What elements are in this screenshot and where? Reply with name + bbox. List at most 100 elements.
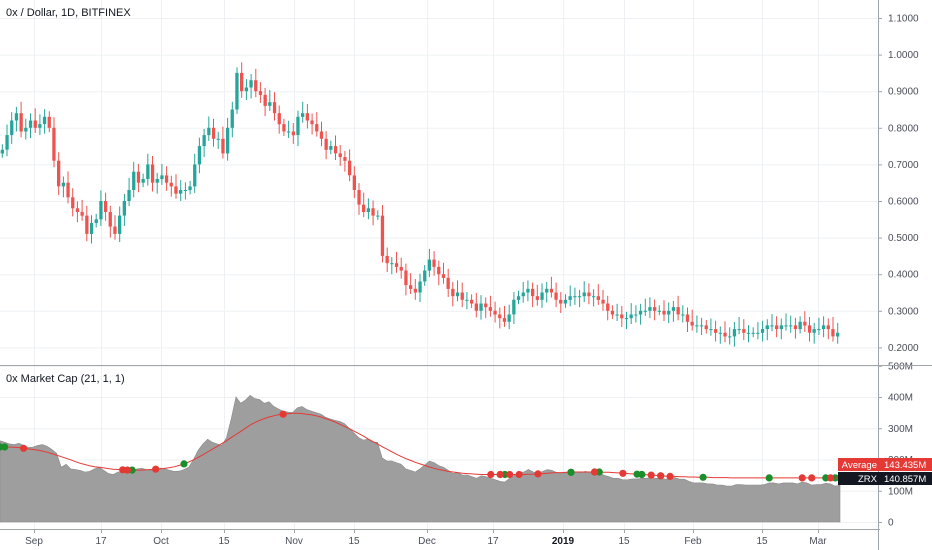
candle-body bbox=[19, 113, 23, 132]
candle-body bbox=[155, 179, 159, 183]
candle-body bbox=[319, 131, 324, 139]
candle-body bbox=[249, 80, 253, 88]
candle-body bbox=[146, 164, 150, 179]
red-signal-marker bbox=[534, 470, 542, 478]
cap-tick-label: 400M bbox=[888, 393, 913, 404]
candle-body bbox=[681, 314, 685, 316]
candle-body bbox=[624, 318, 629, 320]
candle-body bbox=[164, 175, 169, 183]
price-tick-label: 0.6000 bbox=[888, 197, 919, 208]
candle-body bbox=[333, 146, 338, 154]
candle-body bbox=[502, 318, 507, 322]
candle-body bbox=[99, 201, 103, 220]
x-tick-label: Sep bbox=[25, 536, 43, 547]
candle-body bbox=[235, 72, 239, 110]
candle-body bbox=[141, 179, 145, 183]
candle-body bbox=[28, 120, 33, 128]
candle-body bbox=[695, 325, 699, 327]
candle-body bbox=[479, 303, 483, 311]
price-tick-label: 1.1000 bbox=[888, 14, 919, 25]
candle-body bbox=[662, 310, 666, 315]
candle-body bbox=[268, 102, 272, 106]
candle-body bbox=[746, 332, 751, 334]
price-tick-label: 1.0000 bbox=[888, 50, 919, 61]
price-tick-label: 0.8000 bbox=[888, 123, 919, 134]
red-signal-marker bbox=[666, 472, 674, 480]
candle-body bbox=[324, 138, 328, 150]
candle-body bbox=[732, 329, 737, 337]
candle-body bbox=[723, 332, 727, 337]
candle-body bbox=[108, 212, 112, 227]
candle-body bbox=[423, 270, 427, 282]
badge-value: 143.435M bbox=[884, 460, 926, 471]
candle-body bbox=[582, 292, 586, 297]
red-signal-marker bbox=[657, 472, 665, 480]
candle-body bbox=[549, 288, 554, 293]
candle-body bbox=[751, 332, 755, 334]
candle-body bbox=[24, 127, 28, 132]
candle-body bbox=[42, 116, 47, 125]
candle-body bbox=[296, 116, 300, 136]
candle-body bbox=[465, 299, 469, 301]
candle-body bbox=[526, 288, 530, 293]
price-tick-label: 0.4000 bbox=[888, 270, 919, 281]
candle-body bbox=[202, 135, 206, 147]
x-tick-label: 15 bbox=[756, 536, 768, 547]
candle-body bbox=[315, 124, 319, 132]
candle-body bbox=[643, 310, 647, 312]
candle-body bbox=[52, 127, 56, 161]
candle-body bbox=[807, 325, 812, 333]
candle-body bbox=[685, 314, 690, 322]
candle-body bbox=[136, 171, 141, 183]
candle-body bbox=[615, 314, 619, 316]
red-signal-marker bbox=[123, 466, 131, 474]
candle-body bbox=[357, 190, 361, 205]
candle-body bbox=[193, 164, 197, 187]
candle-body bbox=[113, 226, 117, 234]
red-signal-marker bbox=[591, 468, 599, 476]
candle-body bbox=[197, 146, 202, 165]
candle-body bbox=[174, 186, 178, 194]
candle-body bbox=[343, 157, 347, 161]
badge-label: Average bbox=[842, 460, 877, 471]
price-tick-label: 0.9000 bbox=[888, 87, 919, 98]
candle-body bbox=[704, 325, 708, 330]
signal-marker-layer bbox=[0, 410, 844, 482]
candle-body bbox=[709, 329, 713, 331]
candle-body bbox=[775, 325, 779, 330]
red-signal-marker bbox=[20, 444, 28, 452]
candle-body bbox=[540, 292, 544, 300]
candle-body bbox=[826, 325, 830, 330]
candle-body bbox=[512, 299, 516, 315]
candle-body bbox=[577, 296, 582, 298]
candle-body bbox=[390, 263, 394, 265]
candle-body bbox=[89, 223, 94, 234]
candle-body bbox=[610, 310, 615, 315]
candle-body bbox=[282, 124, 286, 132]
candle-body bbox=[66, 182, 70, 198]
candle-body bbox=[653, 307, 657, 311]
candle-body bbox=[85, 215, 89, 234]
candle-body bbox=[244, 87, 248, 92]
market-cap-area bbox=[0, 395, 841, 523]
candle-body bbox=[779, 325, 783, 330]
x-tick-label: Dec bbox=[418, 536, 436, 547]
candle-body bbox=[498, 314, 502, 319]
candle-body bbox=[5, 135, 9, 150]
price-tick-label: 0.7000 bbox=[888, 160, 919, 171]
badge-label: ZRX bbox=[858, 474, 878, 485]
candle-body bbox=[301, 113, 305, 117]
axis-layer: Sep 17 Oct 15 Nov 15 Dec 17 2019 15 Feb 15 Mar 1.1000… bbox=[0, 14, 919, 547]
candle-body bbox=[620, 314, 624, 319]
candle-body bbox=[601, 299, 605, 304]
candle-body bbox=[676, 307, 680, 315]
candle-body bbox=[606, 303, 610, 311]
candle-body bbox=[817, 329, 821, 331]
candle-body bbox=[150, 164, 155, 183]
candle-body bbox=[183, 190, 187, 191]
candle-body bbox=[545, 288, 549, 293]
candle-body bbox=[14, 113, 19, 121]
candle-body bbox=[362, 204, 366, 212]
candle-body bbox=[207, 127, 211, 136]
